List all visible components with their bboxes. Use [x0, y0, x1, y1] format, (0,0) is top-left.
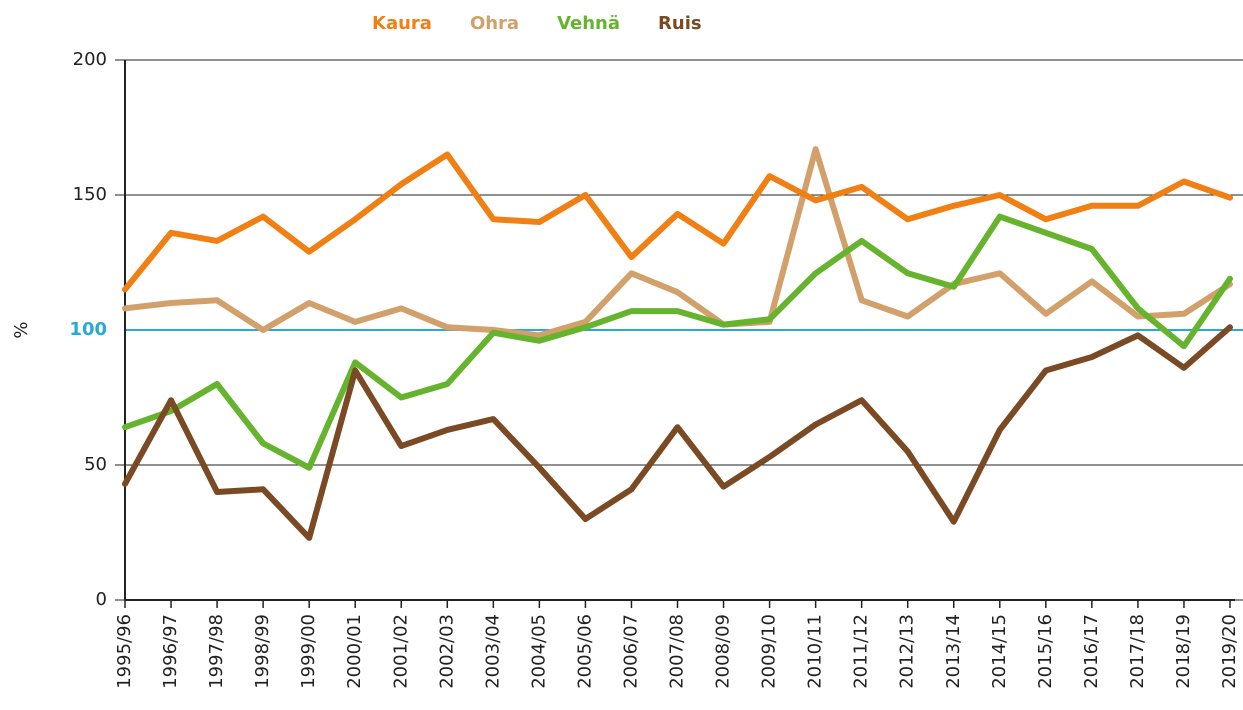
x-tick-label: 1999/00 [298, 614, 319, 689]
x-tick-label: 2005/06 [574, 614, 595, 689]
x-tick-label: 2004/05 [528, 614, 549, 689]
legend-label: Vehnä [557, 13, 620, 34]
series-line [122, 151, 1233, 293]
x-tick-label: 2002/03 [436, 614, 457, 689]
x-tick-label: 2000/01 [344, 614, 365, 689]
x-tick-label: 2009/10 [759, 614, 780, 689]
x-tick-label: 2015/16 [1035, 614, 1056, 689]
x-tick-label: 2003/04 [482, 614, 503, 689]
y-tick-label: 0 [96, 589, 107, 610]
x-tick-label: 2012/13 [897, 614, 918, 689]
x-tick-label: 2016/17 [1081, 614, 1102, 689]
legend-label: Ruis [658, 13, 702, 34]
x-tick-label: 1998/99 [252, 614, 273, 689]
legend-label: Kaura [372, 13, 432, 34]
x-tick-label: 2010/11 [805, 614, 826, 689]
y-tick-label: 100 [69, 319, 107, 340]
x-tick-label: 2001/02 [390, 614, 411, 689]
series-line [122, 146, 1233, 339]
x-tick-label: 2018/19 [1173, 614, 1194, 689]
x-tick-label: 1997/98 [206, 614, 227, 689]
x-tick-label: 2007/08 [667, 614, 688, 689]
y-tick-label: 50 [84, 454, 107, 475]
x-tick-label: 2011/12 [851, 614, 872, 689]
x-tick-label: 1995/96 [114, 614, 135, 689]
x-tick-label: 2019/20 [1219, 614, 1240, 689]
x-tick-label: 2006/07 [620, 614, 641, 689]
series-line [122, 324, 1233, 541]
x-tick-label: 1996/97 [160, 614, 181, 689]
y-tick-label: 200 [73, 49, 107, 70]
x-tick-label: 2014/15 [989, 614, 1010, 689]
x-tick-label: 2013/14 [943, 614, 964, 689]
legend-label: Ohra [470, 13, 519, 34]
y-tick-label: 150 [73, 184, 107, 205]
series-line [122, 213, 1233, 471]
y-axis-label: % [11, 321, 32, 338]
x-tick-label: 2008/09 [713, 614, 734, 689]
x-tick-label: 2017/18 [1127, 614, 1148, 689]
